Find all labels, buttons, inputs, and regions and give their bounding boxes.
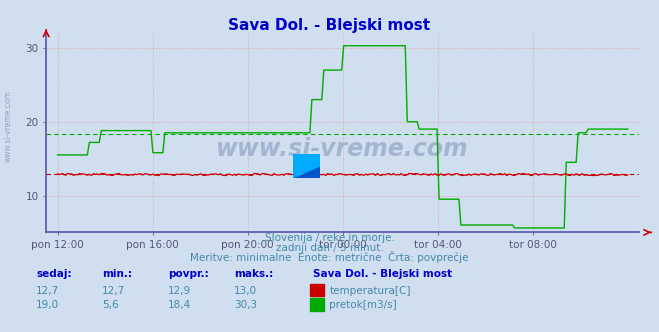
- Text: 13,0: 13,0: [234, 286, 257, 296]
- Text: 5,6: 5,6: [102, 300, 119, 310]
- Text: 12,7: 12,7: [102, 286, 125, 296]
- Text: 19,0: 19,0: [36, 300, 59, 310]
- Text: sedaj:: sedaj:: [36, 269, 72, 279]
- Text: zadnji dan / 5 minut.: zadnji dan / 5 minut.: [275, 243, 384, 253]
- Text: Meritve: minimalne  Enote: metrične  Črta: povprečje: Meritve: minimalne Enote: metrične Črta:…: [190, 251, 469, 263]
- Polygon shape: [293, 154, 320, 178]
- Polygon shape: [293, 154, 320, 178]
- Text: maks.:: maks.:: [234, 269, 273, 279]
- Text: min.:: min.:: [102, 269, 132, 279]
- Text: 12,9: 12,9: [168, 286, 191, 296]
- Text: temperatura[C]: temperatura[C]: [330, 286, 411, 296]
- Text: www.si-vreme.com: www.si-vreme.com: [3, 90, 13, 162]
- Text: Slovenija / reke in morje.: Slovenija / reke in morje.: [264, 233, 395, 243]
- Text: Sava Dol. - Blejski most: Sava Dol. - Blejski most: [313, 269, 452, 279]
- Text: povpr.:: povpr.:: [168, 269, 209, 279]
- Text: 18,4: 18,4: [168, 300, 191, 310]
- Text: 12,7: 12,7: [36, 286, 59, 296]
- Text: Sava Dol. - Blejski most: Sava Dol. - Blejski most: [229, 18, 430, 33]
- Text: 30,3: 30,3: [234, 300, 257, 310]
- Text: pretok[m3/s]: pretok[m3/s]: [330, 300, 397, 310]
- Text: www.si-vreme.com: www.si-vreme.com: [216, 137, 469, 161]
